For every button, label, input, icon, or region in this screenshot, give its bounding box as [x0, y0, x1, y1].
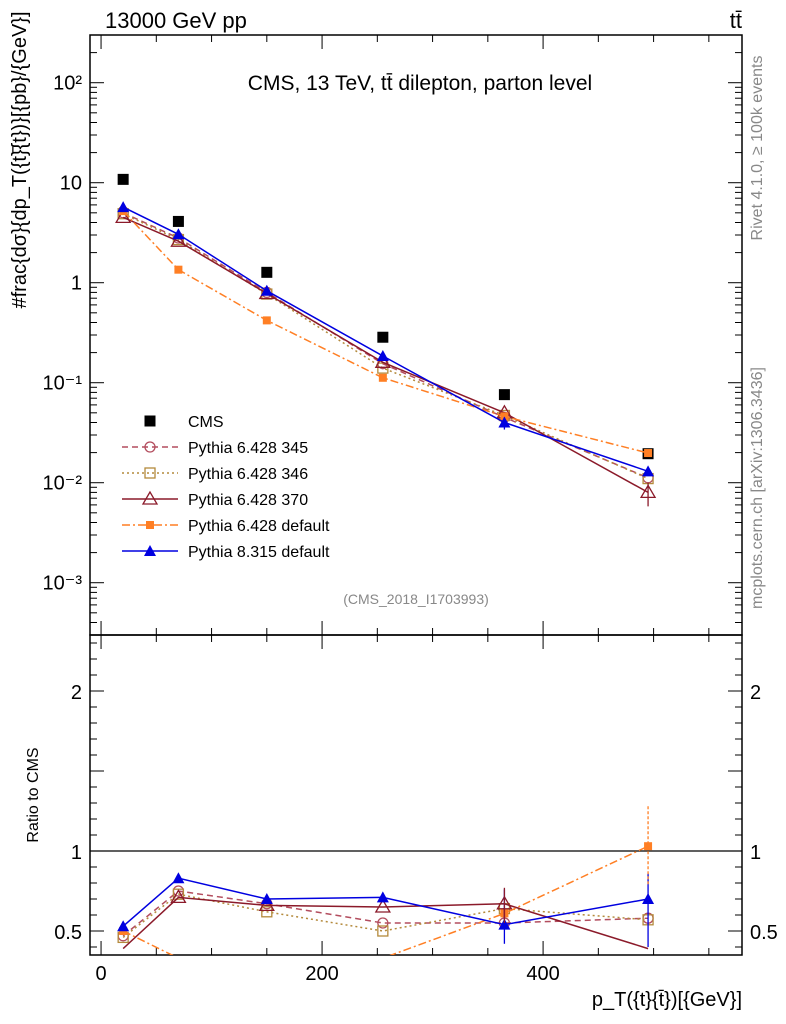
main-point-0-1 [172, 215, 184, 227]
ratio-series-line-1 [122, 893, 649, 938]
main-y-axis-label: #frac{dσ}{dp_T({t}̄{t})}[{pb}/{GeV}] [9, 11, 31, 308]
main-y-tick-label: 1 [71, 273, 82, 295]
header-right-label: tt̄ [730, 8, 742, 33]
ratio-x-tick-label: 200 [305, 963, 338, 985]
main-point-5-3 [376, 349, 389, 361]
main-y-tick-label: 10⁻³ [43, 573, 83, 595]
ratio-y-tick-label-right: 0.5 [750, 922, 778, 944]
legend-marker-0 [144, 415, 156, 427]
ratio-series-line-3 [122, 845, 649, 955]
main-y-tick-label: 10⁻² [43, 473, 83, 495]
main-point-4-4 [500, 412, 509, 421]
main-series-line-2 [122, 213, 649, 480]
legend-label-2: Pythia 6.428 346 [188, 466, 308, 483]
ratio-x-tick-label: 400 [526, 963, 559, 985]
ratio-panel: 0.5 0.5 1 1 2 2 0 200 400 Ratio to CMS p_T({t}{t̄}… [25, 634, 778, 1011]
x-axis-label: p_T({t}{t̄})[{GeV}] [592, 989, 742, 1011]
ratio-frame [89, 634, 743, 956]
ratio-y-tick-label: 1 [71, 842, 82, 864]
legend-label-5: Pythia 8.315 default [188, 544, 330, 561]
ratio-point-2-1 [170, 889, 187, 904]
main-point-5-2 [260, 284, 273, 296]
main-y-tick-label: 10 [60, 173, 82, 195]
legend-label-1: Pythia 6.428 345 [188, 440, 308, 457]
main-title: CMS, 13 TeV, tt̄ dilepton, parton level [248, 72, 592, 95]
main-point-3-1 [170, 232, 187, 247]
legend-marker-1 [144, 441, 156, 453]
main-point-4-3 [378, 373, 387, 382]
main-series-line-1 [122, 212, 649, 479]
main-point-5-1 [172, 228, 185, 240]
legend-label-3: Pythia 6.428 370 [188, 492, 308, 509]
ratio-y-tick-label: 0.5 [54, 922, 82, 944]
main-series-line-3 [122, 216, 649, 494]
header-left-label: 13000 GeV pp [105, 8, 247, 33]
main-point-3-0 [115, 209, 132, 224]
ratio-point-4-3 [376, 891, 389, 903]
ratio-series-line-0 [122, 890, 649, 937]
ratio-point-4-0 [117, 920, 130, 932]
legend-label-0: CMS [188, 414, 224, 431]
main-y-tick-label: 10⁻¹ [43, 373, 83, 395]
main-point-4-1 [174, 265, 183, 274]
main-point-0-0 [117, 173, 129, 185]
ratio-point-2-3 [374, 898, 391, 913]
main-point-4-2 [262, 316, 271, 325]
main-series-line-5 [122, 206, 649, 473]
ratio-y-tick-label-right: 2 [750, 682, 761, 704]
mcplots-label: mcplots.cern.ch [arXiv:1306.3436] [749, 367, 766, 609]
ratio-point-1-3 [377, 925, 389, 937]
ratio-point-4-1 [172, 872, 185, 884]
main-point-0-4 [498, 389, 510, 401]
ratio-series-line-4 [122, 877, 649, 927]
legend: CMS Pythia 6.428 345 Pythia 6.428 346 Pythi… [122, 414, 330, 561]
main-point-3-3 [374, 354, 391, 368]
ratio-series-line-2 [122, 896, 649, 950]
main-point-5-0 [117, 201, 130, 213]
main-y-tick-label: 10² [53, 73, 82, 95]
main-panel: 10⁻³ 10⁻² 10⁻¹ 1 10 10² CMS, 13 TeV, tt̄ dilep… [9, 11, 743, 636]
legend-marker-4 [146, 521, 154, 529]
main-point-5-5 [642, 465, 655, 477]
ratio-point-2-2 [258, 897, 275, 912]
ratio-series-group [117, 806, 655, 955]
legend-marker-5 [144, 545, 156, 556]
legend-label-4: Pythia 6.428 default [188, 518, 330, 535]
legend-marker-3 [141, 490, 159, 505]
ratio-point-0-3 [377, 917, 389, 929]
main-series-line-4 [122, 210, 649, 454]
ratio-x-tick-label: 0 [95, 963, 106, 985]
main-point-0-3 [377, 331, 389, 343]
main-watermark: (CMS_2018_I1703993) [343, 591, 489, 607]
rivet-label: Rivet 4.1.0, ≥ 100k events [749, 56, 766, 241]
legend-marker-2 [144, 467, 156, 479]
main-point-4-5 [644, 449, 653, 458]
ratio-y-tick-label: 2 [71, 682, 82, 704]
ratio-point-4-2 [260, 893, 273, 904]
ratio-y-axis-label: Ratio to CMS [25, 747, 42, 842]
ratio-y-tick-label-right: 1 [750, 842, 761, 864]
ratio-point-1-2 [261, 906, 273, 918]
main-point-0-2 [261, 266, 273, 278]
